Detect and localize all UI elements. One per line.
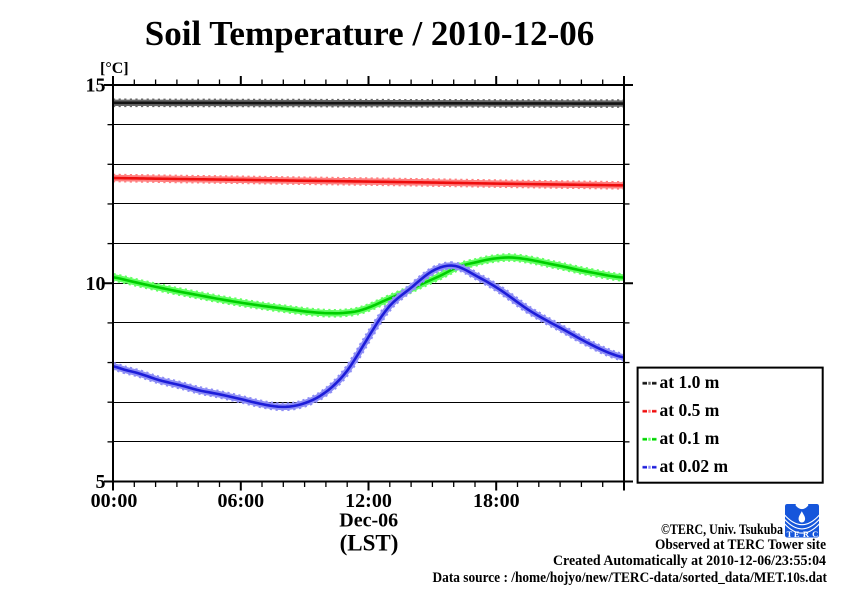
svg-text:at 0.02 m: at 0.02 m [660,456,729,476]
svg-text:12:00: 12:00 [345,490,392,512]
svg-text:[°C]: [°C] [100,60,129,77]
svg-text:Soil Temperature / 2010-12-06: Soil Temperature / 2010-12-06 [145,14,594,53]
svg-text:(LST): (LST) [340,530,399,555]
svg-text:Observed at TERC Tower site: Observed at TERC Tower site [655,537,826,553]
svg-text:10: 10 [86,273,106,295]
svg-text:00:00: 00:00 [91,490,138,512]
svg-text:Dec-06: Dec-06 [339,509,398,531]
svg-text:18:00: 18:00 [473,490,520,512]
svg-text:T: T [787,529,793,539]
svg-text:at 0.1 m: at 0.1 m [660,428,720,448]
svg-text:at 0.5 m: at 0.5 m [660,400,720,420]
svg-text:E: E [794,529,800,539]
svg-text:at 1.0 m: at 1.0 m [660,372,720,392]
svg-text:R: R [803,529,810,539]
svg-text:©TERC, Univ. Tsukuba: ©TERC, Univ. Tsukuba [661,522,783,538]
svg-text:Data source : /home/hojyo/new/: Data source : /home/hojyo/new/TERC-data/… [433,570,828,586]
svg-text:Created Automatically at 2010-: Created Automatically at 2010-12-06/23:5… [553,553,826,569]
svg-text:C: C [812,529,818,539]
svg-text:5: 5 [96,471,106,493]
svg-text:15: 15 [86,75,106,97]
svg-text:06:00: 06:00 [217,490,264,512]
